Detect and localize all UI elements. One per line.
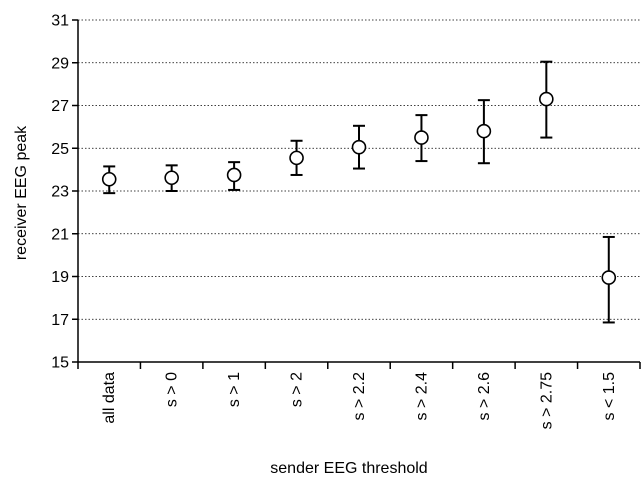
x-tick-label: s > 2.2 [351, 372, 368, 421]
y-tick-label: 23 [51, 184, 69, 201]
y-axis-ticks: 15 17 19 21 23 25 27 29 31 [51, 13, 78, 372]
data-points [101, 91, 617, 285]
y-tick-label: 27 [51, 98, 69, 115]
y-tick-label: 25 [51, 141, 69, 158]
y-tick-label: 15 [51, 355, 69, 372]
data-point [476, 123, 492, 139]
x-tick-label: all data [101, 372, 118, 424]
data-point [289, 150, 304, 166]
y-tick-label: 31 [51, 13, 69, 30]
x-tick-label: s > 1 [226, 372, 243, 407]
y-tick-label: 17 [51, 312, 69, 329]
y-tick-label: 19 [51, 269, 69, 286]
data-point [351, 139, 367, 155]
x-tick-label: s < 1.5 [601, 372, 618, 421]
x-tick-label: s > 2.75 [538, 372, 555, 429]
x-axis-title: sender EEG threshold [270, 460, 427, 477]
x-tick-label: s > 2.4 [413, 372, 430, 421]
y-axis-title: receiver EEG peak [13, 125, 30, 260]
x-tick-label: s > 0 [164, 372, 181, 407]
data-point [601, 270, 617, 285]
x-tick-label: s > 2 [289, 372, 306, 407]
x-axis-ticks: all data s > 0 s > 1 s > 2 s > 2.2 s > 2.4 s >… [77, 362, 641, 429]
y-tick-label: 21 [51, 226, 69, 243]
grid-lines [78, 19, 640, 320]
error-bars [103, 60, 615, 324]
data-point [226, 167, 242, 183]
data-point [539, 91, 554, 107]
data-point [101, 171, 117, 187]
y-tick-label: 29 [51, 55, 69, 72]
data-point [164, 170, 179, 186]
data-point [414, 130, 429, 145]
x-tick-label: s > 2.6 [476, 372, 493, 421]
